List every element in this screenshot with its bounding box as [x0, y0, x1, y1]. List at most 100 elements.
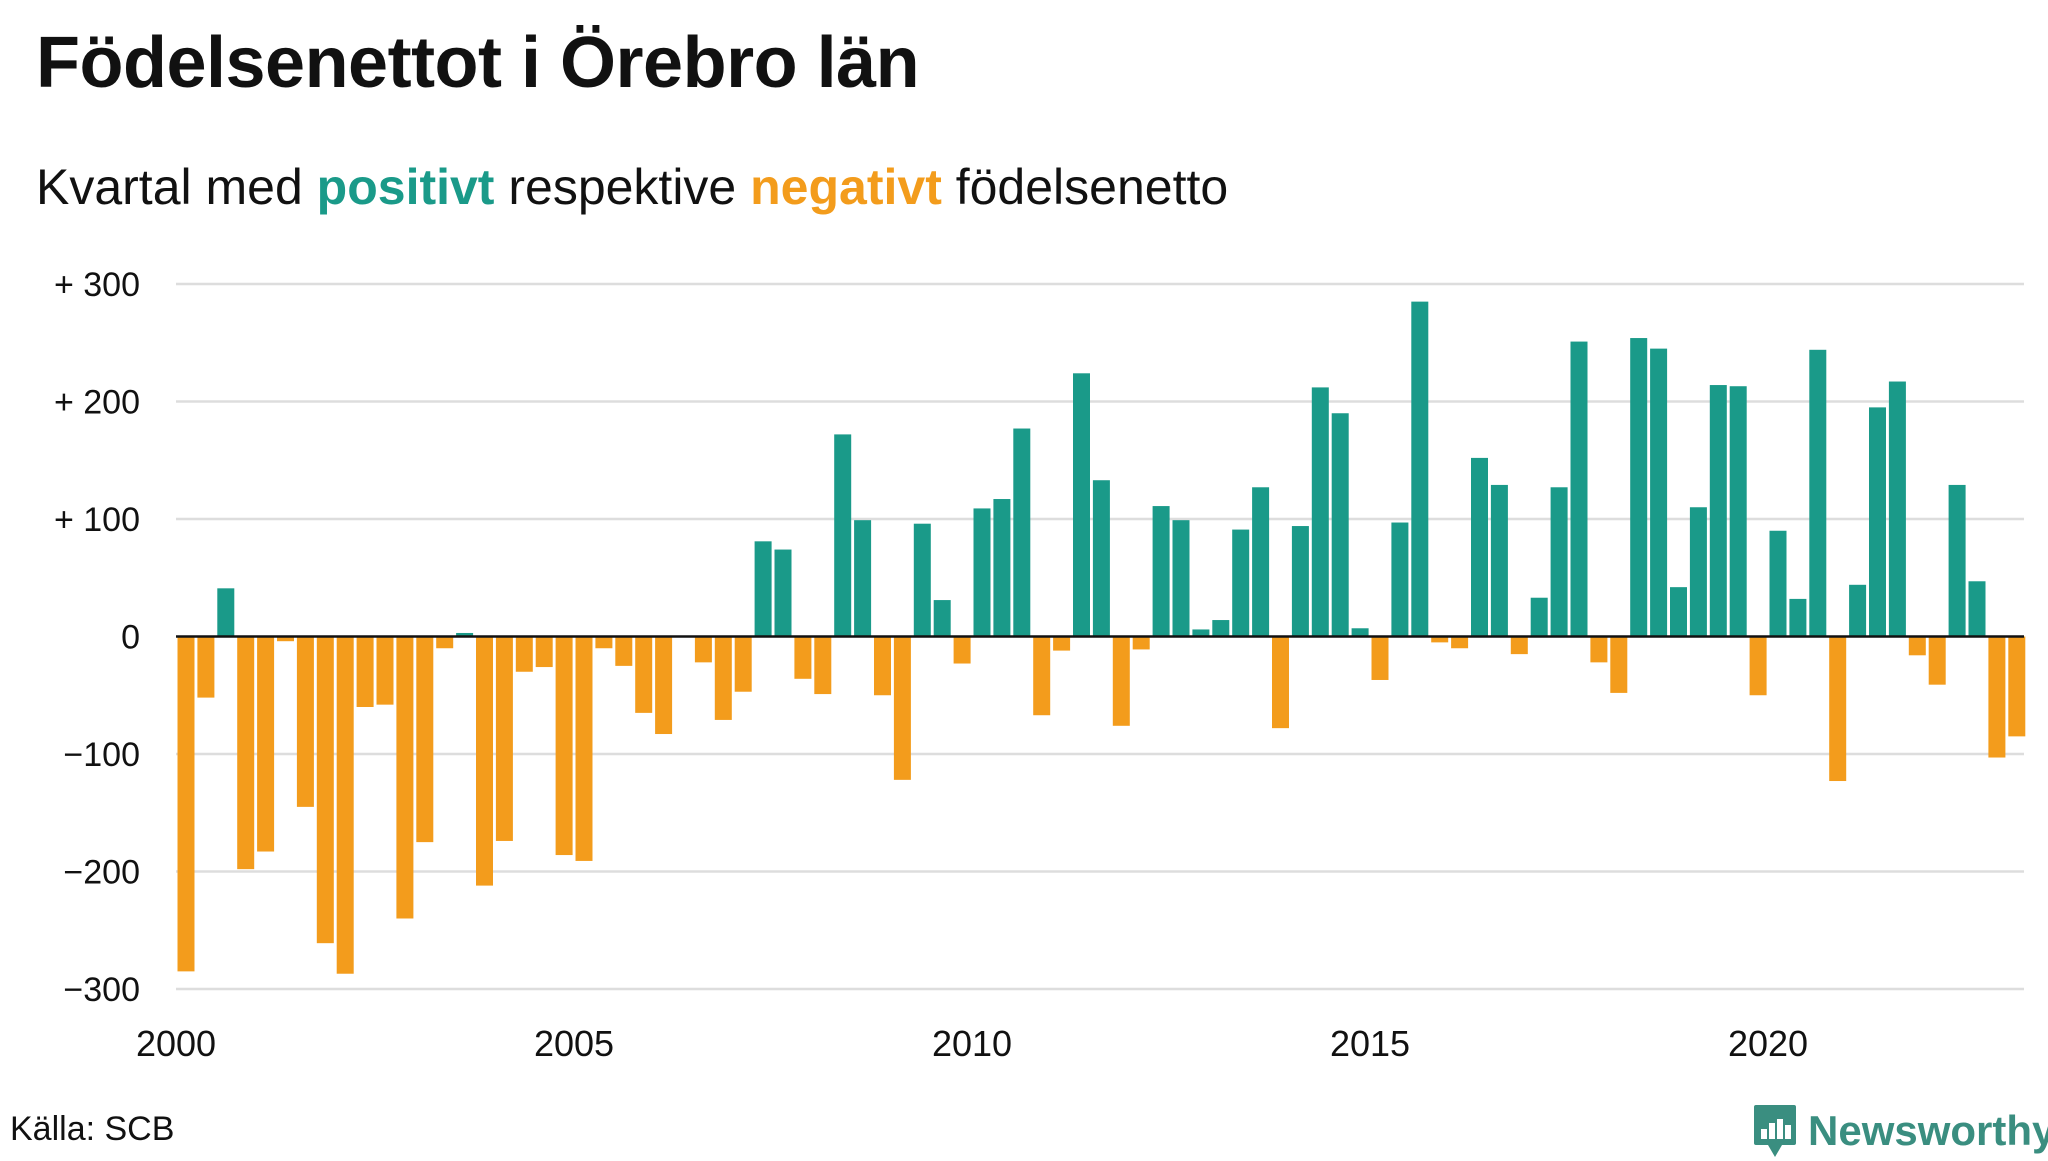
x-tick-label: 2010: [932, 1023, 1012, 1064]
bar: [1789, 598, 1807, 637]
bar: [515, 636, 533, 672]
newsworthy-icon: [1754, 1105, 1796, 1157]
bar: [714, 636, 732, 720]
bar: [1849, 584, 1867, 637]
bar: [2008, 636, 2026, 737]
bar: [933, 600, 951, 637]
bar: [1152, 506, 1170, 637]
bar: [1709, 385, 1727, 637]
bar: [1590, 636, 1608, 663]
bar: [1232, 529, 1250, 637]
chart-subtitle: Kvartal med positivt respektive negativt…: [36, 158, 1228, 216]
bar: [973, 508, 991, 637]
bar: [754, 541, 772, 637]
bar: [1092, 480, 1110, 637]
y-tick-label: 0: [121, 619, 140, 657]
bar: [1272, 636, 1289, 729]
bar: [1073, 373, 1090, 637]
bar: [1510, 636, 1528, 655]
bar: [874, 636, 891, 696]
bar: [694, 636, 712, 663]
bar: [1928, 636, 1946, 685]
bar: [257, 636, 275, 852]
bar: [1053, 636, 1071, 651]
y-tick-label: + 100: [54, 501, 140, 539]
bar: [1431, 636, 1449, 643]
bar: [834, 434, 852, 637]
bar: [316, 636, 334, 944]
bar: [535, 636, 553, 668]
bar: [197, 636, 215, 698]
bar: [953, 636, 971, 664]
bar: [1829, 636, 1847, 782]
bar: [1471, 457, 1488, 637]
bar: [1570, 341, 1588, 637]
bar: [476, 636, 493, 886]
bar: [1749, 636, 1767, 696]
source-note: Källa: SCB: [10, 1110, 175, 1148]
brand-logo: Newsworthy: [1752, 1101, 2048, 1161]
bar: [1391, 522, 1409, 637]
x-tick-label: 2020: [1728, 1023, 1808, 1064]
bar: [913, 523, 931, 637]
subtitle-positive-label: positivt: [316, 159, 495, 215]
bar: [655, 636, 673, 735]
bar: [1112, 636, 1130, 726]
bar: [217, 588, 235, 637]
bar: [336, 636, 354, 974]
y-tick-label: −100: [63, 736, 140, 774]
y-tick-label: + 200: [54, 384, 140, 422]
bar: [893, 636, 911, 780]
bar: [1908, 636, 1926, 656]
x-tick-label: 2005: [534, 1023, 614, 1064]
y-tick-label: −300: [63, 971, 140, 1009]
bar: [1411, 301, 1429, 637]
y-tick-label: −200: [63, 854, 140, 892]
bar: [296, 636, 314, 807]
bar: [1331, 413, 1349, 637]
bar: [1809, 349, 1827, 637]
y-tick-label: + 300: [54, 266, 140, 304]
bar: [1689, 507, 1707, 637]
bar: [436, 636, 454, 649]
bar: [635, 636, 653, 713]
bar: [1451, 636, 1469, 649]
bar: [615, 636, 633, 666]
bar: [1371, 636, 1389, 680]
bars: [177, 301, 2026, 974]
bar: [794, 636, 812, 679]
bar: [1172, 520, 1190, 637]
bar: [1670, 587, 1687, 637]
x-tick-label: 2000: [136, 1023, 216, 1064]
bar: [1490, 484, 1508, 637]
bar: [1988, 636, 2006, 758]
bar: [1769, 530, 1787, 637]
bar: [774, 549, 792, 637]
bar: [1888, 381, 1906, 637]
bar: [1192, 629, 1210, 637]
bar: [237, 636, 255, 870]
x-axis-labels: 2000 2005 2010 2015 2020: [136, 1023, 1808, 1064]
bar: [1610, 636, 1628, 693]
brand-name: Newsworthy: [1808, 1107, 2048, 1154]
bar: [1252, 487, 1270, 637]
bar: [1530, 597, 1548, 637]
bar: [1630, 338, 1648, 637]
bar: [555, 636, 573, 856]
bar: [993, 499, 1011, 637]
bar: [1968, 581, 1986, 637]
bar: [1013, 428, 1031, 637]
bar: [1033, 636, 1051, 716]
bar: [177, 636, 195, 972]
subtitle-negative-label: negativt: [750, 159, 942, 215]
bar: [1351, 628, 1369, 637]
bar: [376, 636, 394, 705]
subtitle-text-1: Kvartal med: [36, 159, 317, 215]
bar: [456, 632, 474, 637]
bar: [1132, 636, 1150, 650]
bar: [1291, 526, 1309, 637]
bar: [575, 636, 593, 861]
chart-title: Födelsenettot i Örebro län: [36, 23, 920, 103]
bar: [1948, 484, 1966, 637]
bar: [1311, 387, 1329, 637]
